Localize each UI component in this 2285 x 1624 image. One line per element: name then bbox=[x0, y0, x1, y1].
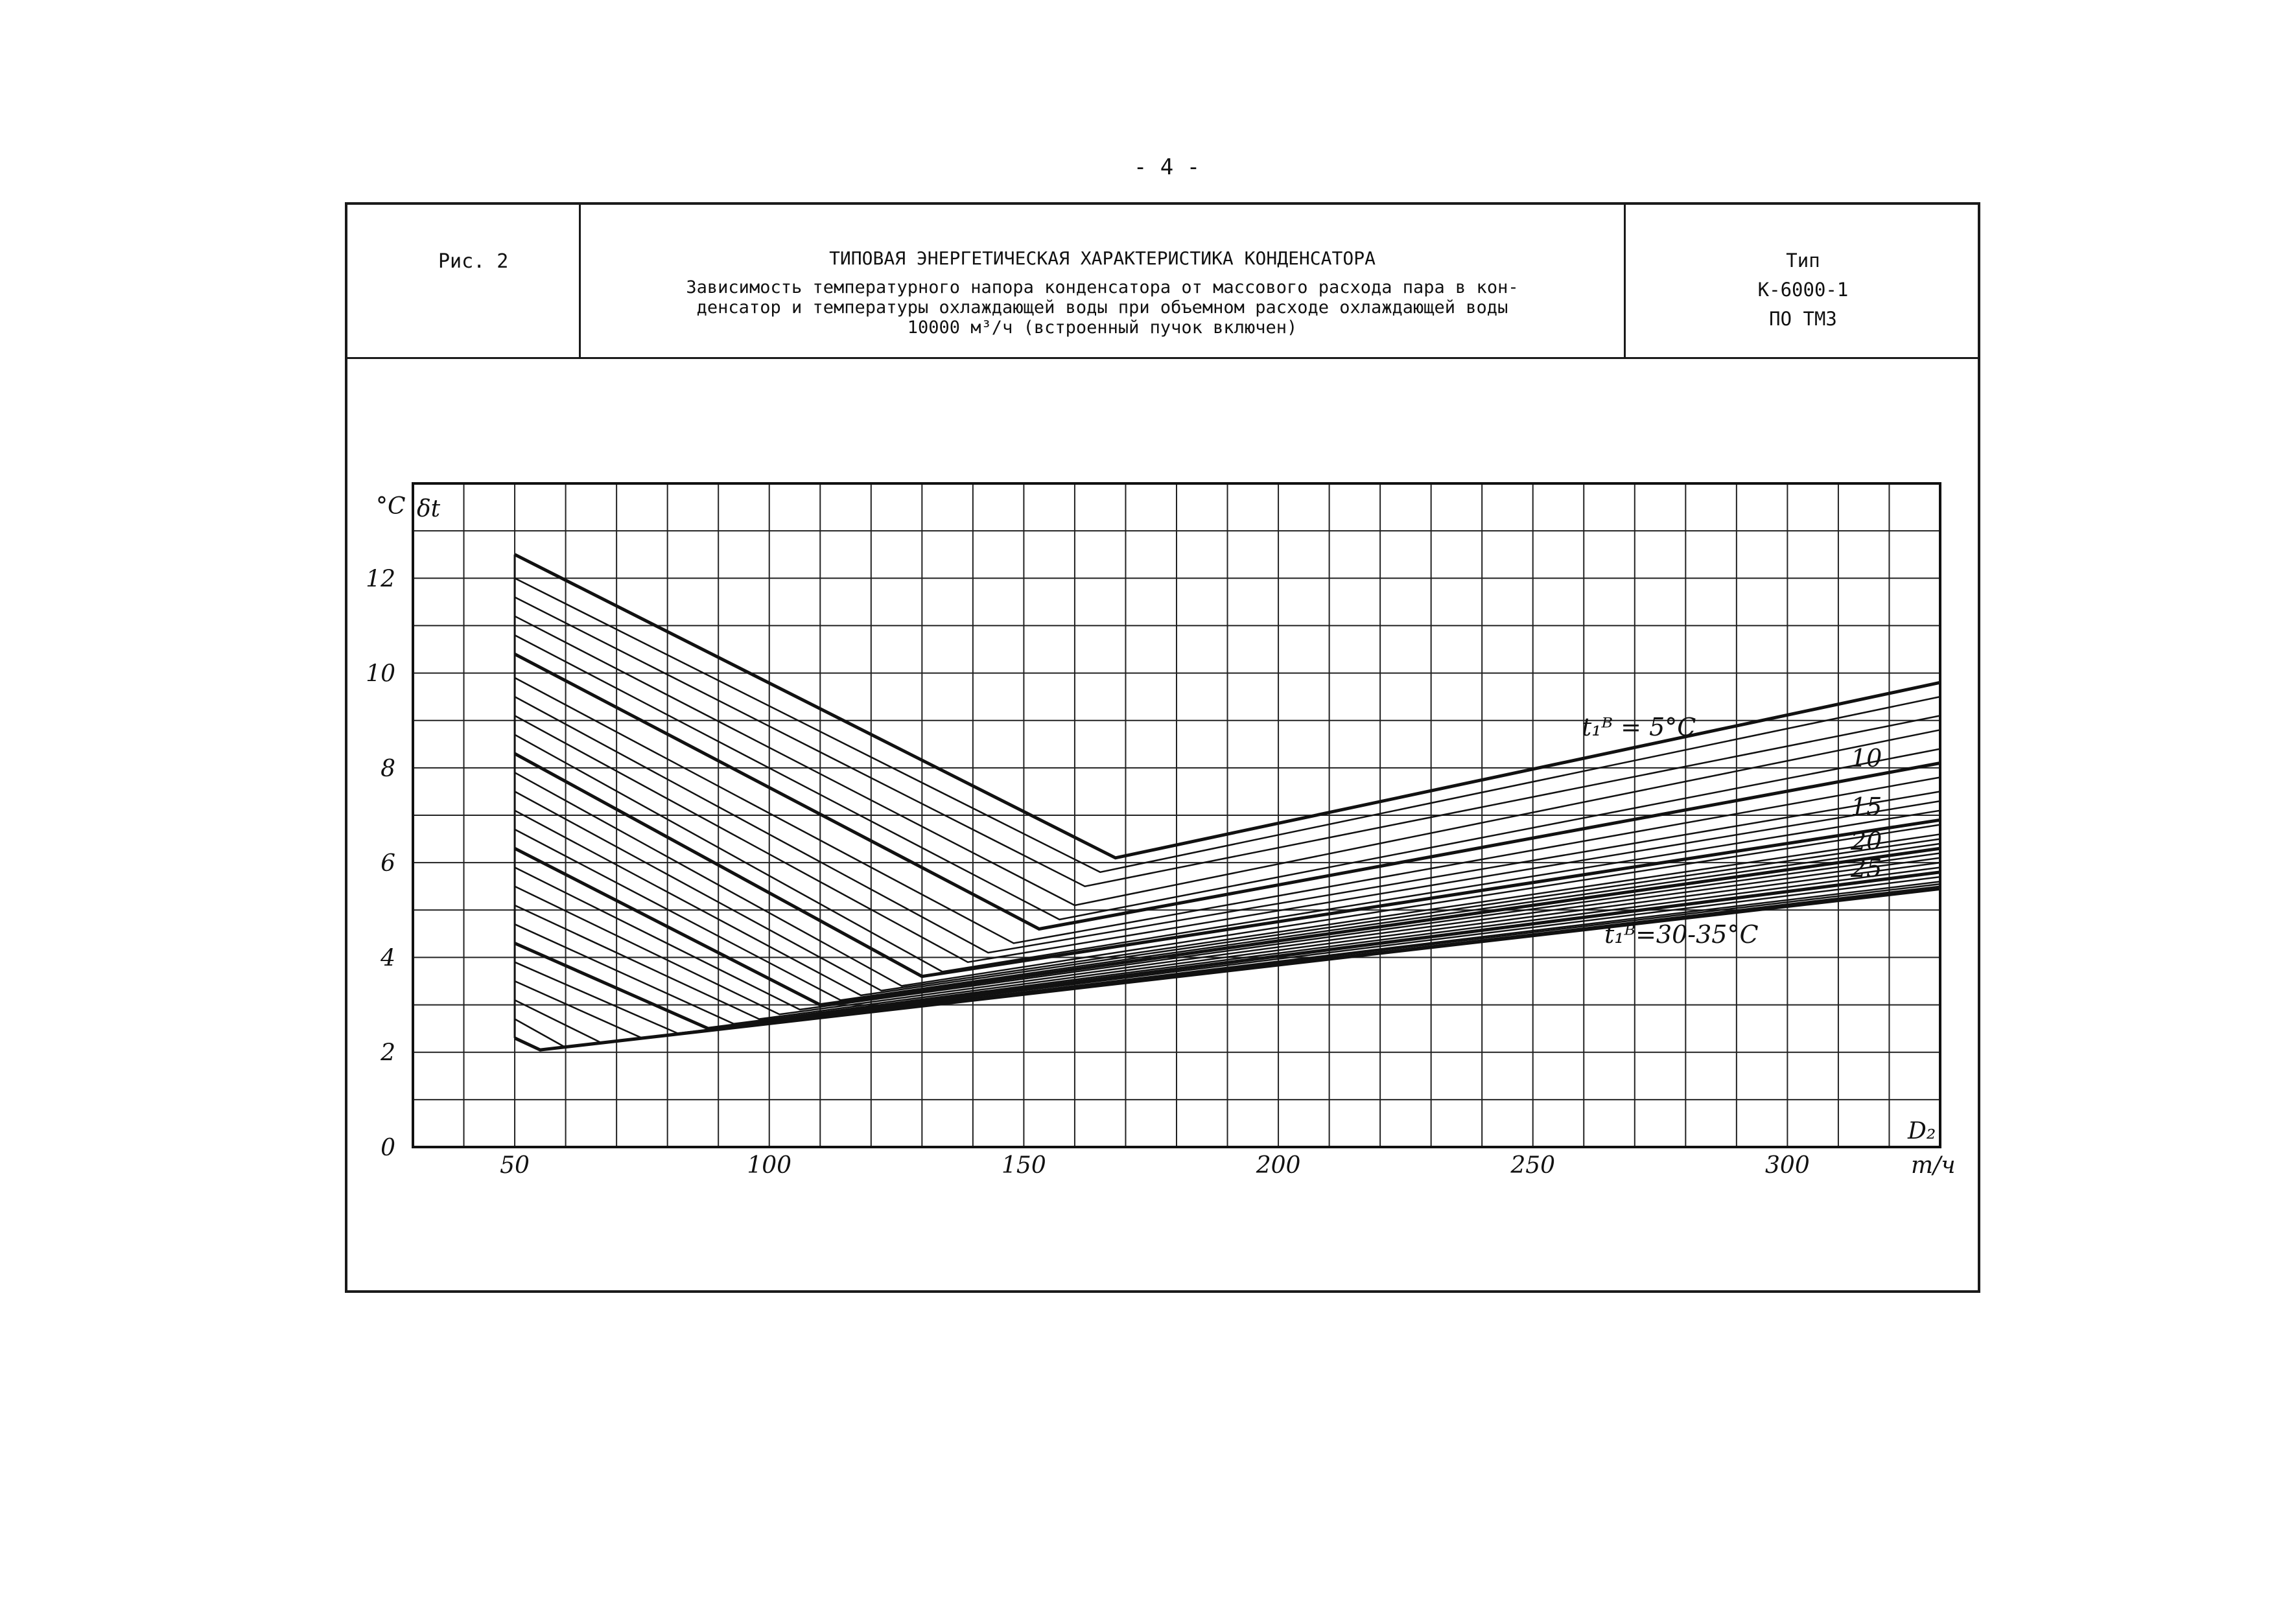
series-line-t13 bbox=[514, 715, 1941, 964]
title-block: Рис. 2 ТИПОВАЯ ЭНЕРГЕТИЧЕСКАЯ ХАРАКТЕРИС… bbox=[347, 205, 1978, 359]
x-tick-label: 50 bbox=[500, 1152, 530, 1179]
series-line-t21 bbox=[514, 852, 1941, 1011]
figure-cell: Рис. 2 bbox=[347, 205, 581, 357]
subtitle-line: 10000 м³/ч (встроенный пучок включен) bbox=[907, 318, 1298, 338]
annotation-bottom-curve: t₁ᴮ=30-35°C bbox=[1604, 920, 1759, 949]
x-unit-label: т/ч bbox=[1911, 1152, 1956, 1179]
series-line-t20 bbox=[513, 846, 1941, 1007]
chart-subtitle: Зависимость температурного напора конден… bbox=[600, 277, 1604, 338]
y-tick-label: 0 bbox=[381, 1135, 395, 1161]
y-tick-label: 12 bbox=[366, 566, 395, 592]
y-tick-label: 6 bbox=[381, 850, 395, 877]
series-line-t6 bbox=[514, 577, 1941, 874]
type-cell: Тип К-6000-1 ПО ТМЗ bbox=[1626, 205, 1980, 357]
y-tick-label: 4 bbox=[380, 945, 395, 971]
page-number: - 4 - bbox=[1133, 154, 1201, 180]
subtitle-line: денсатор и температуры охлаждающей воды … bbox=[696, 297, 1508, 318]
x-tick-label: 250 bbox=[1510, 1152, 1555, 1179]
y-tick-label: 8 bbox=[381, 756, 395, 782]
series-line-t5 bbox=[513, 553, 1941, 860]
x-axis-label: D₂ bbox=[1907, 1118, 1936, 1144]
chart-title: ТИПОВАЯ ЭНЕРГЕТИЧЕСКАЯ ХАРАКТЕРИСТИКА КО… bbox=[829, 248, 1376, 269]
figure-label: Рис. 2 bbox=[438, 250, 509, 273]
series-line-t7 bbox=[514, 596, 1941, 888]
tick-labels: 50 100 150 200 250 300 0 2 4 6 8 10 12 bbox=[366, 566, 1810, 1179]
series-line-t10 bbox=[513, 653, 1941, 931]
series-line-t17 bbox=[514, 791, 1941, 992]
series-line-t19 bbox=[514, 828, 1941, 1001]
subtitle-line: Зависимость температурного напора конден… bbox=[686, 277, 1519, 297]
series-line-t18 bbox=[514, 809, 1941, 997]
series-line-t16 bbox=[514, 772, 1941, 987]
title-cell: ТИПОВАЯ ЭНЕРГЕТИЧЕСКАЯ ХАРАКТЕРИСТИКА КО… bbox=[581, 205, 1626, 357]
x-tick-label: 100 bbox=[747, 1152, 791, 1179]
x-tick-label: 150 bbox=[1002, 1152, 1046, 1179]
type-line: ПО ТМЗ bbox=[1769, 308, 1837, 330]
type-lines: Тип К-6000-1 ПО ТМЗ bbox=[1626, 246, 1980, 334]
series-line-t30 bbox=[514, 887, 1941, 1052]
curve-label-10: 10 bbox=[1851, 744, 1882, 772]
series-line-t23 bbox=[514, 861, 1941, 1020]
y-unit-label: °C bbox=[376, 493, 406, 520]
x-tick-label: 200 bbox=[1256, 1152, 1301, 1179]
series-line-t9 bbox=[514, 634, 1941, 921]
series-group bbox=[513, 553, 1941, 1052]
x-tick-label: 300 bbox=[1765, 1152, 1810, 1179]
series-line-t25 bbox=[514, 870, 1941, 1030]
type-line: Тип bbox=[1786, 249, 1820, 272]
figure-frame: Рис. 2 ТИПОВАЯ ЭНЕРГЕТИЧЕСКАЯ ХАРАКТЕРИС… bbox=[345, 202, 1980, 1293]
annotation-top-curve: t₁ᴮ = 5°C bbox=[1582, 713, 1696, 741]
plot-border bbox=[412, 482, 1941, 1148]
grid bbox=[413, 483, 1940, 1147]
curve-label-20: 20 bbox=[1850, 827, 1882, 855]
series-line-t8 bbox=[514, 615, 1941, 907]
curve-label-15: 15 bbox=[1851, 793, 1882, 821]
series-line-t22 bbox=[514, 857, 1941, 1015]
series-line-t15 bbox=[513, 752, 1941, 979]
y-tick-label: 2 bbox=[380, 1040, 395, 1067]
curve-label-25: 25 bbox=[1850, 854, 1882, 883]
series-line-t12 bbox=[514, 696, 1941, 954]
type-line: К-6000-1 bbox=[1757, 279, 1849, 301]
series-line-t11 bbox=[514, 677, 1941, 944]
y-tick-label: 10 bbox=[366, 661, 395, 688]
y-axis-label: δt bbox=[417, 496, 441, 522]
